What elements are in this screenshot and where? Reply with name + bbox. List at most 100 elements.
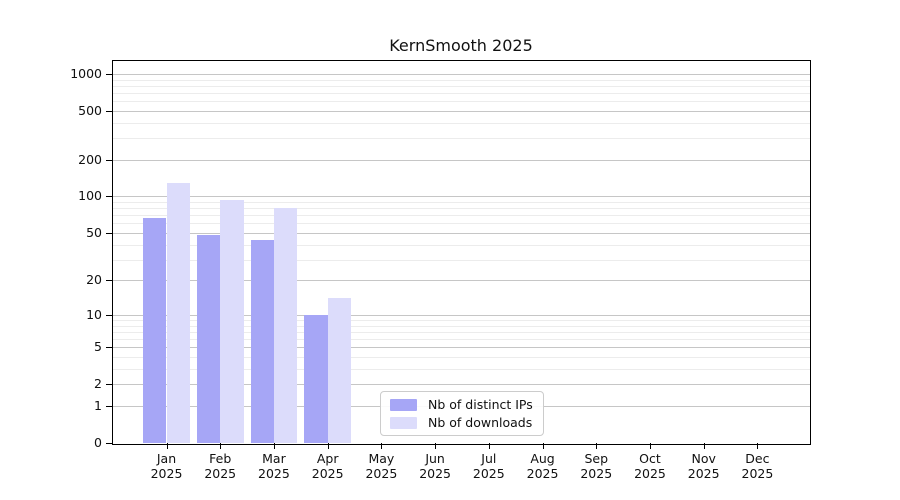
major-gridline — [113, 315, 810, 316]
y-tick-mark — [106, 443, 113, 444]
x-tick-year: 2025 — [580, 466, 613, 481]
x-tick-mark — [757, 443, 759, 449]
x-tick-label-jan: Jan 2025 — [135, 451, 199, 481]
y-tick-label: 50 — [86, 225, 102, 240]
x-tick-month: Dec — [745, 451, 770, 466]
y-tick-mark — [106, 315, 113, 316]
x-tick-label-jun: Jun 2025 — [403, 451, 467, 481]
legend-swatch-downloads — [390, 416, 417, 429]
minor-gridline — [113, 202, 810, 203]
x-tick-mark — [596, 443, 598, 449]
minor-gridline — [113, 86, 810, 87]
y-tick-label: 0 — [94, 435, 102, 450]
bar-feb-downloads — [220, 199, 244, 443]
bar-jan-distinct-ips — [143, 218, 167, 443]
y-tick-mark — [106, 74, 113, 75]
y-tick-mark — [106, 233, 113, 234]
y-tick-mark — [106, 347, 113, 348]
legend-entry-downloads: Nb of downloads — [381, 415, 543, 430]
minor-gridline — [113, 245, 810, 246]
minor-gridline — [113, 260, 810, 261]
y-tick-label: 20 — [86, 272, 102, 287]
y-tick-label: 100 — [78, 188, 102, 203]
minor-gridline — [113, 123, 810, 124]
y-tick-mark — [106, 384, 113, 385]
x-tick-month: Jul — [481, 451, 497, 466]
x-tick-year: 2025 — [526, 466, 559, 481]
y-tick-label: 200 — [78, 152, 102, 167]
x-tick-year: 2025 — [311, 466, 344, 481]
x-tick-month: Jun — [425, 451, 445, 466]
y-tick-label: 2 — [94, 376, 102, 391]
x-tick-month: Aug — [530, 451, 555, 466]
major-gridline — [113, 160, 810, 161]
y-tick-label: 500 — [78, 103, 102, 118]
minor-gridline — [113, 320, 810, 321]
bar-mar-downloads — [273, 208, 298, 443]
bar-jan-downloads — [166, 182, 190, 443]
x-tick-month: Sep — [584, 451, 609, 466]
legend-swatch-distinct-ips — [390, 398, 417, 411]
bar-apr-distinct-ips — [304, 314, 328, 443]
x-tick-year: 2025 — [150, 466, 183, 481]
minor-gridline — [113, 369, 810, 370]
minor-gridline — [113, 138, 810, 139]
chart-title: KernSmooth 2025 — [389, 36, 533, 55]
minor-gridline — [113, 332, 810, 333]
bar-apr-downloads — [327, 298, 352, 443]
x-tick-label-dec: Dec 2025 — [725, 451, 789, 481]
legend-label: Nb of downloads — [428, 415, 533, 430]
y-tick-label: 1 — [94, 398, 102, 413]
x-tick-mark — [166, 443, 168, 449]
x-tick-month: Oct — [639, 451, 661, 466]
x-tick-month: Mar — [262, 451, 286, 466]
minor-gridline — [113, 93, 810, 94]
x-tick-mark — [488, 443, 490, 449]
minor-gridline — [113, 223, 810, 224]
y-tick-mark — [106, 196, 113, 197]
x-tick-mark — [703, 443, 705, 449]
x-tick-label-aug: Aug 2025 — [511, 451, 575, 481]
x-tick-month: Jan — [156, 451, 177, 466]
major-gridline — [113, 233, 810, 234]
minor-gridline — [113, 357, 810, 358]
minor-gridline — [113, 326, 810, 327]
x-tick-year: 2025 — [204, 466, 237, 481]
y-tick-label: 10 — [86, 307, 102, 322]
x-tick-label-oct: Oct 2025 — [618, 451, 682, 481]
minor-gridline — [113, 339, 810, 340]
x-tick-month: Nov — [691, 451, 716, 466]
x-tick-label-mar: Mar 2025 — [242, 451, 306, 481]
major-gridline — [113, 74, 810, 75]
x-tick-mark — [273, 443, 275, 449]
x-tick-mark — [381, 443, 383, 449]
bar-mar-distinct-ips — [250, 239, 274, 443]
y-tick-mark — [106, 160, 113, 161]
major-gridline — [113, 280, 810, 281]
legend: Nb of distinct IPs Nb of downloads — [380, 391, 544, 436]
legend-entry-distinct-ips: Nb of distinct IPs — [381, 397, 543, 412]
x-tick-year: 2025 — [687, 466, 720, 481]
x-tick-month: Feb — [209, 451, 232, 466]
x-tick-mark — [327, 443, 329, 449]
x-tick-year: 2025 — [365, 466, 398, 481]
y-tick-mark — [106, 111, 113, 112]
y-tick-label: 5 — [94, 339, 102, 354]
x-tick-label-jul: Jul 2025 — [457, 451, 521, 481]
bar-feb-distinct-ips — [196, 235, 221, 443]
x-tick-month: Apr — [316, 451, 339, 466]
minor-gridline — [113, 208, 810, 209]
plot-area — [112, 60, 811, 445]
x-tick-label-sep: Sep 2025 — [564, 451, 628, 481]
minor-gridline — [113, 101, 810, 102]
legend-label: Nb of distinct IPs — [428, 397, 533, 412]
x-tick-month: May — [368, 451, 395, 466]
x-tick-mark — [649, 443, 651, 449]
x-tick-mark — [220, 443, 222, 449]
x-tick-label-feb: Feb 2025 — [188, 451, 252, 481]
y-tick-label: 1000 — [70, 66, 102, 81]
x-tick-label-apr: Apr 2025 — [296, 451, 360, 481]
y-tick-mark — [106, 280, 113, 281]
major-gridline — [113, 347, 810, 348]
